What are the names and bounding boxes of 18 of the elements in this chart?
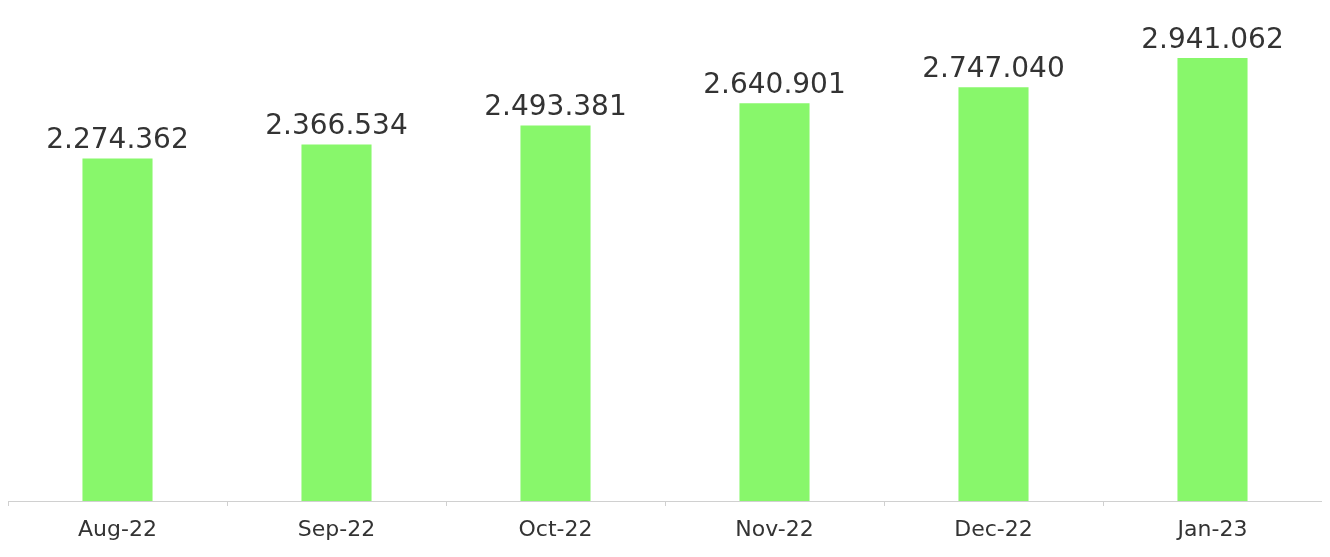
data-label: 2.941.062 [1141, 21, 1284, 55]
x-tick-label: Jan-23 [1175, 515, 1248, 541]
x-tick-label: Oct-22 [518, 515, 593, 541]
x-tick-label: Nov-22 [735, 515, 814, 541]
bar [958, 87, 1029, 501]
data-label: 2.274.362 [46, 121, 189, 155]
bar [301, 144, 372, 501]
data-label: 2.366.534 [265, 108, 408, 142]
data-label: 2.493.381 [484, 88, 627, 122]
x-tick-label: Dec-22 [954, 515, 1033, 541]
bar [1177, 58, 1248, 501]
bar [739, 103, 810, 501]
data-label: 2.747.040 [922, 50, 1065, 84]
bar [520, 125, 591, 501]
x-tick-label: Aug-22 [78, 515, 157, 541]
bar [82, 158, 153, 501]
data-label: 2.640.901 [703, 66, 846, 100]
x-tick-label: Sep-22 [297, 515, 376, 541]
